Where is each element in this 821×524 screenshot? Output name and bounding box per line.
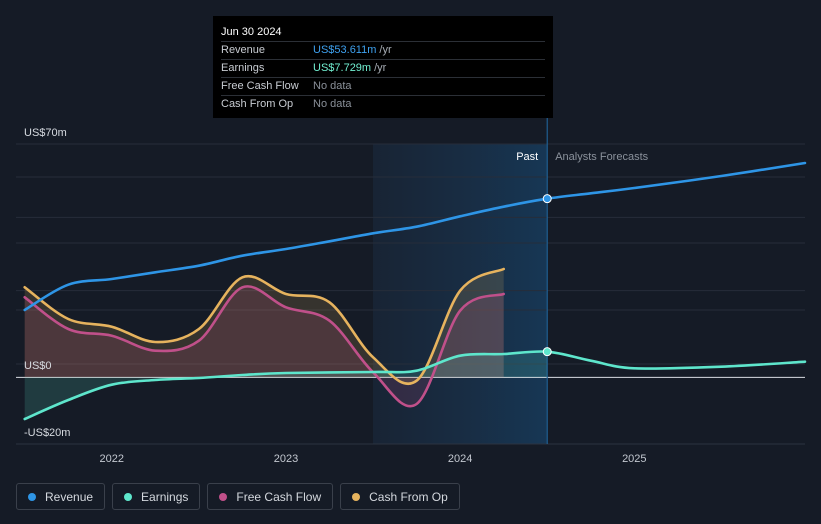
legend-label: Earnings — [141, 489, 189, 504]
tooltip-value: No data — [313, 80, 352, 92]
tooltip: Jun 30 2024 Revenue US$53.611m /yr Earni… — [213, 16, 553, 118]
tooltip-row-revenue: Revenue US$53.611m /yr — [221, 41, 545, 59]
y-label-zero: US$0 — [24, 360, 52, 372]
legend-item-free-cash-flow[interactable]: Free Cash Flow — [207, 483, 334, 510]
cash-from-op-dot-icon — [352, 492, 361, 501]
legend-item-cash-from-op[interactable]: Cash From Op — [340, 483, 460, 510]
cash-from-op-area — [24, 269, 504, 384]
cash-from-op-line — [23, 267, 505, 385]
legend-label: Revenue — [45, 489, 94, 504]
tooltip-date: Jun 30 2024 — [221, 26, 282, 38]
tooltip-row-free-cash-flow: Free Cash Flow No data — [221, 77, 545, 95]
tooltip-label: Cash From Op — [221, 98, 294, 110]
tooltip-value: No data — [313, 98, 352, 110]
x-tick-label: 2022 — [100, 453, 124, 465]
revenue-dot-icon — [28, 492, 36, 501]
tooltip-value: US$7.729m — [313, 62, 372, 74]
tooltip-label: Free Cash Flow — [221, 80, 299, 92]
y-label-top: US$70m — [24, 127, 67, 139]
tooltip-label: Revenue — [221, 44, 266, 56]
tooltip-value: US$53.611m — [313, 44, 377, 56]
x-tick-label: 2023 — [274, 453, 298, 465]
forecast-label: Analysts Forecasts — [555, 151, 648, 163]
legend-label: Cash From Op — [369, 489, 448, 504]
revenue-line — [23, 161, 807, 312]
legend-label: Free Cash Flow — [236, 489, 322, 504]
tooltip-label: Earnings — [221, 62, 265, 74]
tooltip-row-earnings: Earnings US$7.729m /yr — [221, 59, 545, 77]
earnings-area — [24, 351, 548, 419]
tooltip-unit: /yr — [379, 44, 392, 56]
past-highlight-region — [373, 144, 548, 444]
legend-item-revenue[interactable]: Revenue — [16, 483, 106, 510]
past-label: Past — [516, 151, 538, 163]
x-tick-label: 2025 — [622, 453, 646, 465]
revenue-marker — [542, 194, 552, 204]
y-label-bottom: -US$20m — [24, 427, 70, 439]
legend: Revenue Earnings Free Cash Flow Cash Fro… — [16, 483, 460, 510]
tooltip-row-cash-from-op: Cash From Op No data — [221, 95, 545, 113]
tooltip-unit: /yr — [374, 62, 387, 74]
earnings-line — [23, 350, 807, 421]
x-tick-label: 2024 — [448, 453, 472, 465]
free-cash-flow-line — [23, 285, 505, 408]
free-cash-flow-dot-icon — [219, 492, 228, 501]
earnings-dot-icon — [124, 492, 133, 501]
earnings-marker — [542, 347, 552, 357]
legend-item-earnings[interactable]: Earnings — [112, 483, 201, 510]
free-cash-flow-area — [24, 286, 504, 407]
